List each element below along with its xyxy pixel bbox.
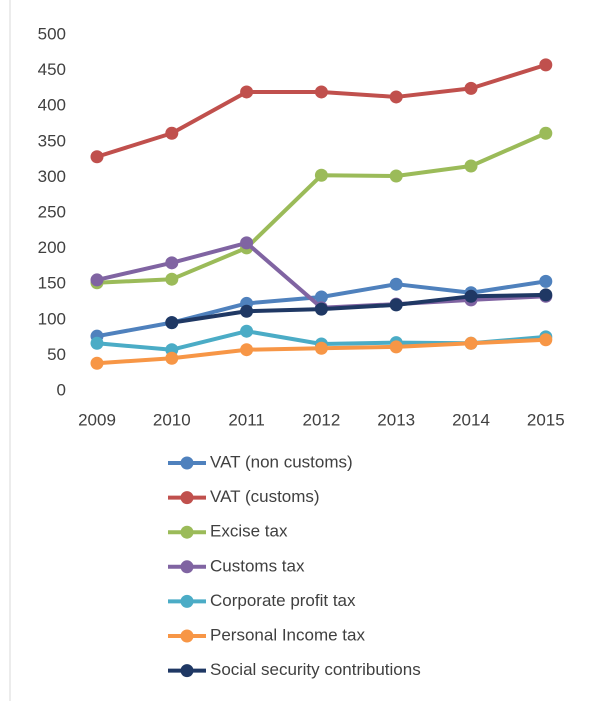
x-tick-label: 2013 — [377, 410, 415, 429]
data-point — [389, 340, 403, 354]
data-point — [240, 343, 254, 357]
x-tick-label: 2010 — [153, 410, 191, 429]
data-point — [165, 272, 179, 286]
data-point — [90, 273, 104, 287]
data-point — [90, 150, 104, 164]
data-point — [240, 236, 254, 250]
data-point — [90, 336, 104, 350]
data-point — [539, 274, 553, 288]
data-point — [389, 298, 403, 312]
data-point — [314, 341, 328, 355]
data-point — [90, 356, 104, 370]
y-tick-label: 100 — [38, 309, 66, 328]
data-point — [464, 289, 478, 303]
legend-label: VAT (customs) — [210, 487, 320, 506]
data-point — [165, 316, 179, 330]
legend-marker — [180, 456, 194, 470]
data-point — [314, 290, 328, 304]
data-point — [314, 85, 328, 99]
data-point — [314, 302, 328, 316]
y-tick-label: 50 — [47, 345, 66, 364]
y-tick-label: 450 — [38, 60, 66, 79]
data-point — [464, 336, 478, 350]
data-point — [240, 85, 254, 99]
data-point — [240, 324, 254, 338]
legend-marker — [180, 525, 194, 539]
x-tick-label: 2014 — [452, 410, 490, 429]
legend-label: Customs tax — [210, 556, 305, 575]
y-tick-label: 500 — [38, 24, 66, 43]
legend-label: VAT (non customs) — [210, 452, 353, 471]
legend-label: Excise tax — [210, 522, 288, 541]
y-tick-label: 400 — [38, 96, 66, 115]
series-line — [96, 62, 547, 159]
x-tick-label: 2012 — [302, 410, 340, 429]
data-point — [165, 126, 179, 140]
data-point — [165, 351, 179, 365]
legend-label: Corporate profit tax — [210, 591, 356, 610]
data-point — [539, 58, 553, 72]
x-tick-label: 2015 — [527, 410, 565, 429]
data-point — [389, 169, 403, 183]
legend-marker — [180, 664, 194, 678]
legend-label: Social security contributions — [210, 660, 421, 679]
data-point — [539, 288, 553, 302]
legend-marker — [180, 491, 194, 505]
series-line — [96, 131, 547, 285]
data-point — [165, 256, 179, 270]
data-point — [464, 159, 478, 173]
data-point — [240, 304, 254, 318]
x-tick-label: 2009 — [78, 410, 116, 429]
legend-marker — [180, 594, 194, 608]
y-tick-label: 200 — [38, 238, 66, 257]
y-tick-label: 150 — [38, 274, 66, 293]
y-tick-label: 300 — [38, 167, 66, 186]
legend-marker — [180, 629, 194, 643]
x-tick-label: 2011 — [228, 410, 265, 429]
y-tick-label: 350 — [38, 131, 66, 150]
data-point — [464, 81, 478, 95]
data-point — [314, 168, 328, 182]
data-point — [389, 90, 403, 104]
legend-marker — [180, 560, 194, 574]
series-line — [171, 292, 546, 325]
y-tick-label: 250 — [38, 202, 66, 221]
data-point — [539, 126, 553, 140]
legend-label: Personal Income tax — [210, 625, 365, 644]
data-point — [389, 277, 403, 291]
y-tick-label: 0 — [57, 380, 66, 399]
data-point — [539, 333, 553, 347]
